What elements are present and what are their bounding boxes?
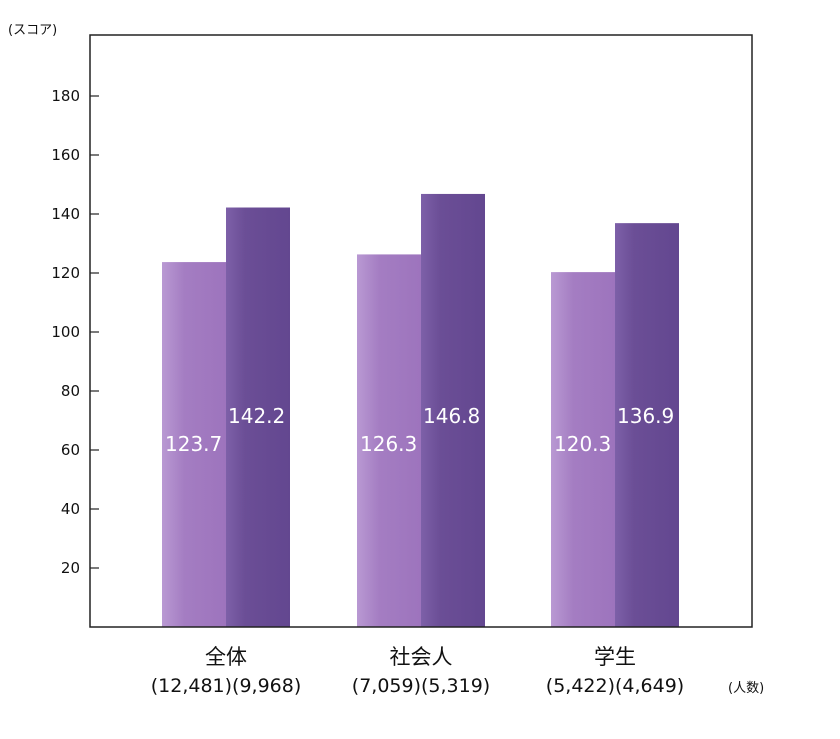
- y-tick-label: 20: [61, 559, 80, 577]
- data-label: 136.9: [617, 404, 674, 428]
- bar: [421, 193, 485, 627]
- data-label: 146.8: [423, 404, 480, 428]
- category-label: 学生: [594, 645, 636, 669]
- category-label: 全体: [205, 645, 247, 669]
- y-tick-label: 120: [51, 264, 80, 282]
- bar: [615, 223, 679, 627]
- y-tick-label: 40: [61, 500, 80, 518]
- category-label: 社会人: [390, 645, 453, 669]
- x-axis-label: (人数): [728, 681, 764, 696]
- bar: [551, 272, 615, 627]
- data-label: 126.3: [360, 432, 417, 456]
- data-label: 123.7: [165, 432, 222, 456]
- data-label: 120.3: [554, 432, 611, 456]
- y-tick-label: 80: [61, 382, 80, 400]
- count-label: (5,422)(4,649): [546, 675, 684, 697]
- plot-frame: [89, 34, 753, 628]
- y-axis-label: (スコア): [8, 23, 57, 38]
- bar: [226, 207, 290, 627]
- y-tick-label: 180: [51, 87, 80, 105]
- y-tick-label: 160: [51, 146, 80, 164]
- count-label: (12,481)(9,968): [151, 675, 302, 697]
- data-label: 142.2: [228, 404, 285, 428]
- bar: [162, 262, 226, 627]
- y-tick-label: 140: [51, 205, 80, 223]
- y-tick-label: 100: [51, 323, 80, 341]
- y-tick-label: 60: [61, 441, 80, 459]
- bar: [357, 254, 421, 628]
- count-label: (7,059)(5,319): [352, 675, 490, 697]
